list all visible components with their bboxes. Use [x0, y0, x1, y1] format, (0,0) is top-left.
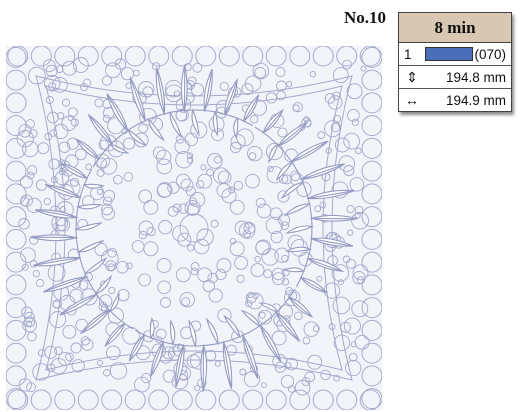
thread-row: 1 (070) [399, 43, 511, 66]
stitch-time: 8 min [399, 13, 511, 43]
thread-color-swatch [425, 47, 473, 61]
horizontal-arrows-icon: ↔ [405, 92, 419, 108]
height-value: 194.8 mm [445, 69, 506, 85]
vertical-arrows-icon: ⇕ [406, 68, 418, 85]
width-row: ↔ 194.9 mm [399, 89, 511, 111]
quilt-design-preview [6, 46, 382, 410]
height-row: ⇕ 194.8 mm [399, 66, 511, 89]
thread-code: (070) [474, 46, 506, 62]
feather-wreath-pattern [6, 46, 382, 410]
design-number: No.10 [344, 8, 387, 27]
width-value: 194.9 mm [445, 92, 506, 108]
design-info-card: 8 min 1 (070) ⇕ 194.8 mm ↔ 194.9 mm [398, 12, 512, 112]
thread-index: 1 [404, 46, 412, 62]
